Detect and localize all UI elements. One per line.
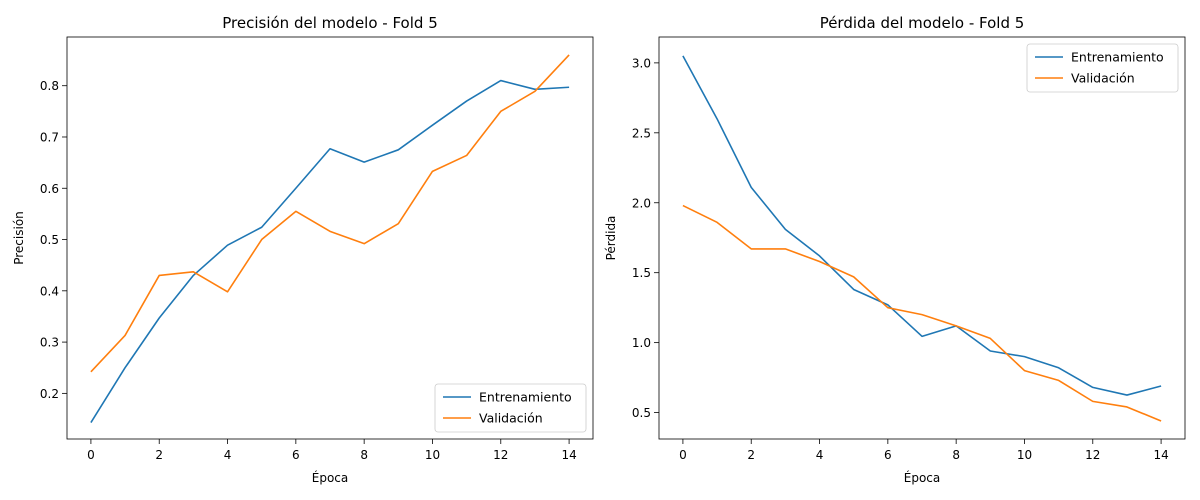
x-tick-label: 8 [360, 448, 368, 462]
y-tick-label: 2.5 [632, 126, 651, 140]
x-tick-label: 10 [1017, 448, 1032, 462]
series-line-validacion [682, 204, 1162, 422]
y-tick-label: 0.6 [40, 182, 59, 196]
x-tick-label: 10 [425, 448, 440, 462]
x-tick-label: 12 [1085, 448, 1100, 462]
accuracy-chart: Precisión del modelo - Fold 5 0 2 4 6 8 10 12 14… [12, 14, 594, 485]
x-tick-label: 12 [493, 448, 508, 462]
y-tick-label: 0.5 [632, 406, 651, 420]
legend-box [434, 383, 587, 433]
x-tick-label: 14 [1153, 448, 1168, 462]
y-tick-label: 0.3 [40, 336, 59, 350]
chart-title: Precisión del modelo - Fold 5 [222, 14, 438, 32]
legend: Entrenamiento Validación [434, 383, 587, 433]
x-axis-label: Época [312, 470, 349, 485]
legend-label: Validación [1071, 71, 1135, 86]
x-tick-label: 4 [224, 448, 232, 462]
y-tick-label: 0.5 [40, 233, 59, 247]
x-tick-label: 4 [816, 448, 824, 462]
y-tick-label: 2.0 [632, 196, 651, 210]
y-tick-label: 0.2 [40, 387, 59, 401]
legend: Entrenamiento Validación [1026, 43, 1179, 93]
x-tick-label: 6 [884, 448, 892, 462]
x-tick-label: 0 [679, 448, 687, 462]
x-tick-label: 8 [952, 448, 960, 462]
x-tick-label: 14 [561, 448, 576, 462]
y-axis-label: Pérdida [604, 216, 618, 261]
loss-chart: Pérdida del modelo - Fold 5 0 2 4 6 8 10 12 14 0.… [604, 14, 1186, 485]
y-tick-label: 0.8 [40, 79, 59, 93]
legend-label: Entrenamiento [1071, 50, 1164, 65]
series-line-entrenamiento [90, 79, 570, 424]
y-tick-label: 3.0 [632, 56, 651, 70]
y-tick-label: 1.0 [632, 336, 651, 350]
y-axis-label: Precisión [12, 211, 26, 265]
x-tick-label: 0 [87, 448, 95, 462]
y-tick-label: 1.5 [632, 266, 651, 280]
series-line-entrenamiento [682, 55, 1162, 396]
y-tick-label: 0.7 [40, 130, 59, 144]
legend-label: Validación [479, 411, 543, 426]
x-axis-label: Época [904, 470, 941, 485]
x-tick-label: 2 [155, 448, 163, 462]
x-tick-label: 6 [292, 448, 300, 462]
x-tick-label: 2 [747, 448, 755, 462]
legend-box [1026, 43, 1179, 93]
y-tick-label: 0.4 [40, 284, 59, 298]
series-line-validacion [90, 54, 570, 373]
plot-frame [66, 36, 594, 440]
plot-frame [658, 36, 1186, 440]
chart-title: Pérdida del modelo - Fold 5 [820, 14, 1025, 32]
legend-label: Entrenamiento [479, 390, 572, 405]
